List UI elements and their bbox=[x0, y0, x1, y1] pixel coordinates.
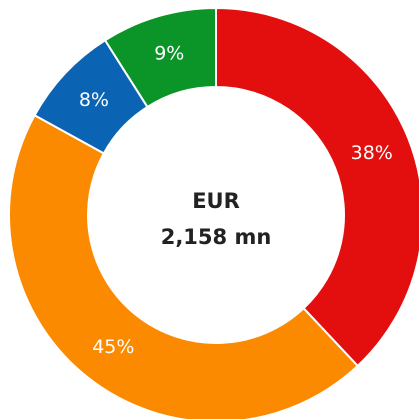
slice-label: 8% bbox=[79, 89, 109, 111]
slice bbox=[8, 113, 360, 419]
center-label: 2,158 mn bbox=[161, 225, 272, 249]
slice bbox=[215, 6, 419, 368]
center-label: EUR bbox=[192, 189, 240, 213]
slice-label: 9% bbox=[154, 43, 184, 65]
donut bbox=[8, 6, 419, 419]
slice-label: 38% bbox=[351, 142, 393, 164]
slice-label: 45% bbox=[92, 336, 134, 358]
slice bbox=[103, 6, 217, 109]
